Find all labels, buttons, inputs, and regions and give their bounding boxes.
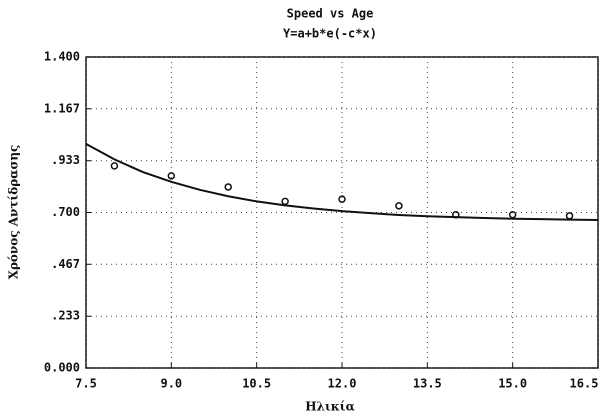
y-tick-label: .467 <box>51 257 80 271</box>
y-tick-label: 0.000 <box>44 361 80 375</box>
x-axis-label: Ηλικία <box>305 400 355 414</box>
data-point <box>338 195 346 203</box>
y-tick-label: 1.400 <box>44 50 80 64</box>
y-axis-label: Χρόνος Αντίδρασης <box>7 145 21 280</box>
x-tick-label: 9.0 <box>160 377 182 391</box>
x-tick-label: 12.0 <box>328 377 357 391</box>
data-point <box>110 162 119 170</box>
data-point <box>395 202 403 210</box>
data-point <box>224 183 232 191</box>
y-tick-label: .233 <box>51 309 80 323</box>
data-point <box>281 197 289 206</box>
data-point <box>167 172 176 180</box>
x-tick-label: 16.5 <box>570 377 599 391</box>
chart-title: Speed vs Age <box>287 7 374 21</box>
x-tick-label: 15.0 <box>498 377 527 391</box>
data-point <box>452 210 460 219</box>
data-point <box>508 210 517 219</box>
x-tick-label: 10.5 <box>242 377 271 391</box>
y-tick-label: 1.167 <box>44 101 80 115</box>
fit-curve <box>85 142 599 222</box>
y-tick-label: .933 <box>51 153 80 167</box>
chart-subtitle: Y=a+b*e(-c*x) <box>283 27 377 41</box>
x-tick-label: 7.5 <box>75 377 97 391</box>
x-tick-label: 13.5 <box>413 377 442 391</box>
data-point <box>565 212 574 220</box>
y-tick-label: .700 <box>51 205 80 219</box>
